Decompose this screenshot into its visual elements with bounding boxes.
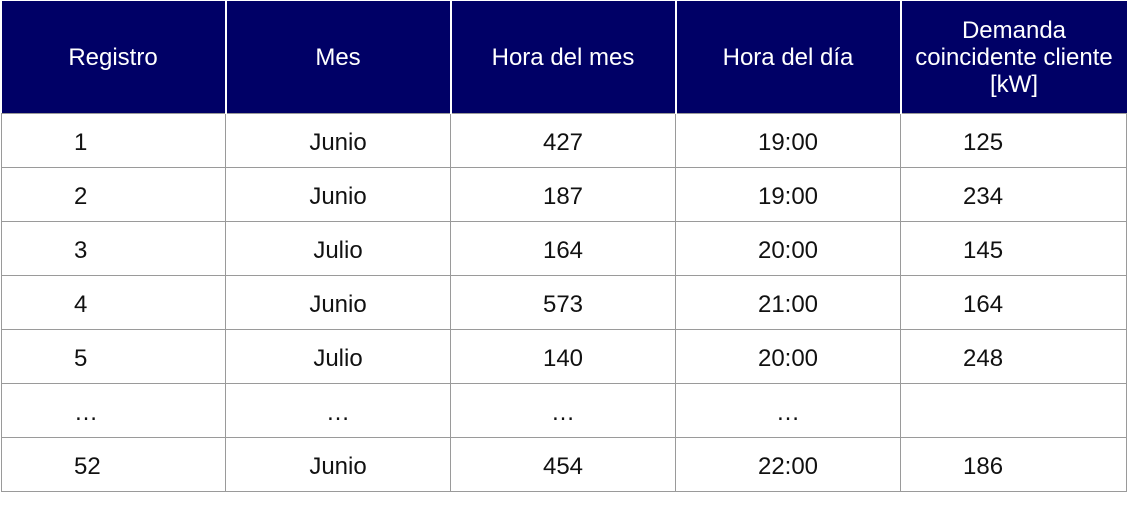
cell-registro: … xyxy=(1,383,226,438)
cell-hora-del-mes: 187 xyxy=(450,167,676,222)
table-row: 52 Junio 454 22:00 186 xyxy=(1,437,1127,492)
header-hora-del-dia: Hora del día xyxy=(674,1,901,114)
cell-text: 5 xyxy=(74,344,88,372)
cell-text: 1 xyxy=(74,128,88,156)
cell-text: 20:00 xyxy=(757,236,819,264)
cell-demanda: 145 xyxy=(900,221,1127,276)
cell-hora-del-dia: 19:00 xyxy=(675,113,901,168)
cell-demanda xyxy=(900,383,1127,438)
cell-demanda: 125 xyxy=(900,113,1127,168)
cell-mes: … xyxy=(225,383,451,438)
cell-hora-del-dia: 20:00 xyxy=(675,221,901,276)
cell-hora-del-mes: 427 xyxy=(450,113,676,168)
header-registro: Registro xyxy=(1,1,226,114)
table-row-ellipsis: … … … … xyxy=(1,383,1127,438)
table-row: 1 Junio 427 19:00 125 xyxy=(1,113,1127,168)
cell-hora-del-mes: 164 xyxy=(450,221,676,276)
cell-text: 248 xyxy=(963,344,1004,372)
cell-text: … xyxy=(326,398,350,426)
cell-text: Julio xyxy=(313,344,363,372)
cell-mes: Julio xyxy=(225,329,451,384)
cell-text: 234 xyxy=(963,182,1004,210)
cell-text: 4 xyxy=(74,290,88,318)
cell-demanda: 234 xyxy=(900,167,1127,222)
cell-mes: Julio xyxy=(225,221,451,276)
cell-mes: Junio xyxy=(225,275,451,330)
cell-registro: 1 xyxy=(1,113,226,168)
cell-text: … xyxy=(776,398,800,426)
cell-text: 52 xyxy=(74,452,101,480)
header-demanda-coincidente: Demanda coincidente cliente [kW] xyxy=(899,1,1127,114)
cell-text: Junio xyxy=(309,182,367,210)
cell-text: … xyxy=(74,398,98,426)
table-row: 2 Junio 187 19:00 234 xyxy=(1,167,1127,222)
table-body: 1 Junio 427 19:00 125 2 Junio 187 19:00 … xyxy=(1,113,1127,492)
cell-hora-del-mes: 573 xyxy=(450,275,676,330)
cell-text: 573 xyxy=(542,290,584,318)
table-row: 5 Julio 140 20:00 248 xyxy=(1,329,1127,384)
cell-text: 21:00 xyxy=(757,290,819,318)
cell-text: 164 xyxy=(542,236,584,264)
cell-text: Junio xyxy=(309,452,367,480)
cell-text: 125 xyxy=(963,128,1004,156)
cell-hora-del-mes: … xyxy=(450,383,676,438)
cell-demanda: 186 xyxy=(900,437,1127,492)
header-mes: Mes xyxy=(224,1,451,114)
cell-mes: Junio xyxy=(225,113,451,168)
table-header: Registro Mes Hora del mes Hora del día D… xyxy=(1,1,1127,114)
table-row: 3 Julio 164 20:00 145 xyxy=(1,221,1127,276)
cell-text: 140 xyxy=(542,344,584,372)
cell-demanda: 248 xyxy=(900,329,1127,384)
cell-hora-del-dia: 22:00 xyxy=(675,437,901,492)
table-row: 4 Junio 573 21:00 164 xyxy=(1,275,1127,330)
cell-registro: 4 xyxy=(1,275,226,330)
cell-text: 22:00 xyxy=(757,452,819,480)
cell-text: 19:00 xyxy=(757,182,819,210)
header-hora-del-mes: Hora del mes xyxy=(449,1,676,114)
cell-text: 20:00 xyxy=(757,344,819,372)
cell-hora-del-dia: 19:00 xyxy=(675,167,901,222)
cell-text: Julio xyxy=(313,236,363,264)
cell-hora-del-mes: 454 xyxy=(450,437,676,492)
cell-registro: 3 xyxy=(1,221,226,276)
cell-text: Junio xyxy=(309,128,367,156)
cell-registro: 5 xyxy=(1,329,226,384)
cell-hora-del-dia: 21:00 xyxy=(675,275,901,330)
cell-text: 187 xyxy=(542,182,584,210)
cell-text: 427 xyxy=(542,128,584,156)
cell-text: 3 xyxy=(74,236,88,264)
cell-hora-del-mes: 140 xyxy=(450,329,676,384)
cell-text: Junio xyxy=(309,290,367,318)
cell-mes: Junio xyxy=(225,437,451,492)
cell-text: 19:00 xyxy=(757,128,819,156)
cell-hora-del-dia: … xyxy=(675,383,901,438)
header-row: Registro Mes Hora del mes Hora del día D… xyxy=(1,1,1127,114)
cell-registro: 52 xyxy=(1,437,226,492)
cell-text: 186 xyxy=(963,452,1004,480)
cell-text: 145 xyxy=(963,236,1004,264)
cell-text: … xyxy=(551,398,575,426)
demand-records-table: Registro Mes Hora del mes Hora del día D… xyxy=(1,1,1127,492)
cell-demanda: 164 xyxy=(900,275,1127,330)
cell-text: 2 xyxy=(74,182,88,210)
cell-hora-del-dia: 20:00 xyxy=(675,329,901,384)
cell-text: 164 xyxy=(963,290,1004,318)
cell-mes: Junio xyxy=(225,167,451,222)
cell-text: 454 xyxy=(542,452,584,480)
cell-registro: 2 xyxy=(1,167,226,222)
